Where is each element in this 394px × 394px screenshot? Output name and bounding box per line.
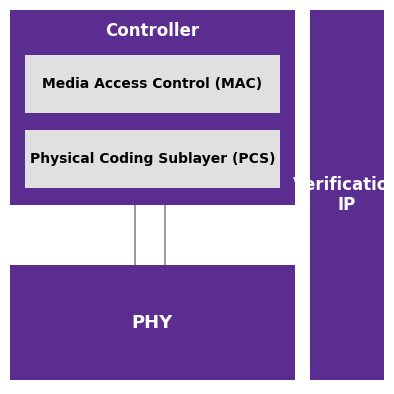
Bar	[310, 10, 384, 380]
Text: PHY: PHY	[132, 314, 173, 331]
Bar	[10, 10, 295, 205]
Text: Controller: Controller	[106, 22, 200, 40]
Bar	[10, 265, 295, 380]
Text: Verification
IP: Verification IP	[293, 176, 394, 214]
Text: Physical Coding Sublayer (PCS): Physical Coding Sublayer (PCS)	[30, 152, 275, 166]
Bar	[25, 130, 280, 188]
Bar	[25, 55, 280, 113]
Text: Media Access Control (MAC): Media Access Control (MAC)	[43, 77, 262, 91]
